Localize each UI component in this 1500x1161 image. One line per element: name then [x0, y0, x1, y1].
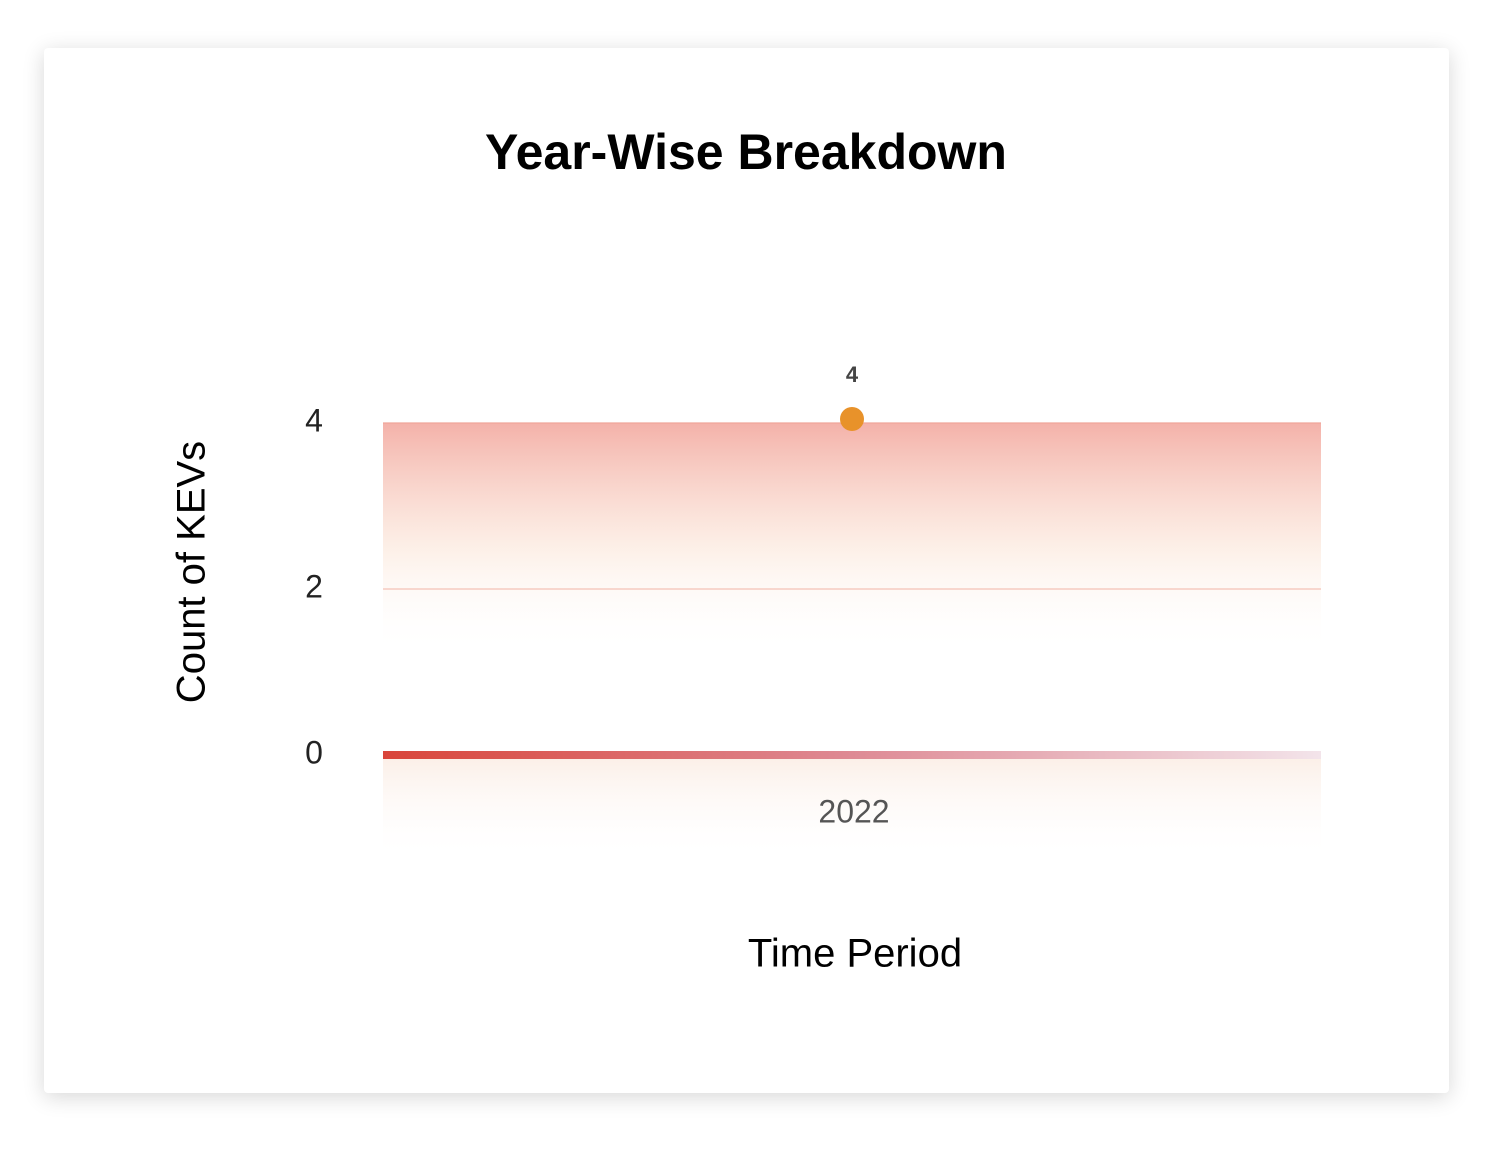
- y-axis-label: Count of KEVs: [170, 441, 214, 703]
- axis-band: [383, 755, 1321, 860]
- y-tick-label: 0: [305, 734, 323, 770]
- value-label: 4: [846, 362, 859, 387]
- chart-title: Year-Wise Breakdown: [485, 124, 1007, 180]
- x-axis-label: Time Period: [748, 932, 962, 976]
- x-tick-label: 2022: [818, 793, 889, 829]
- area: [383, 423, 1321, 653]
- point: [840, 407, 864, 431]
- y-tick-label: 2: [305, 568, 323, 604]
- y-tick-label: 4: [305, 402, 323, 438]
- baseline: [383, 751, 1321, 759]
